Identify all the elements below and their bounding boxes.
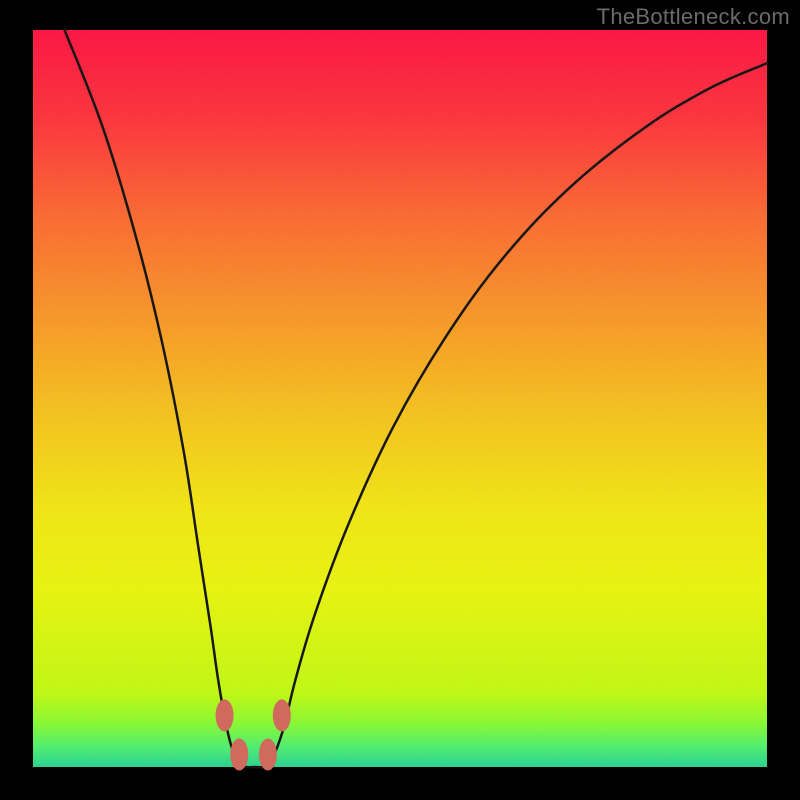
curve-marker-3: [273, 699, 291, 731]
bottleneck-curve-chart: [0, 0, 800, 800]
curve-marker-0: [216, 699, 234, 731]
curve-marker-1: [230, 738, 248, 770]
curve-marker-2: [259, 738, 277, 770]
chart-container: TheBottleneck.com: [0, 0, 800, 800]
plot-grain-overlay: [33, 30, 767, 767]
watermark-text: TheBottleneck.com: [597, 4, 790, 30]
